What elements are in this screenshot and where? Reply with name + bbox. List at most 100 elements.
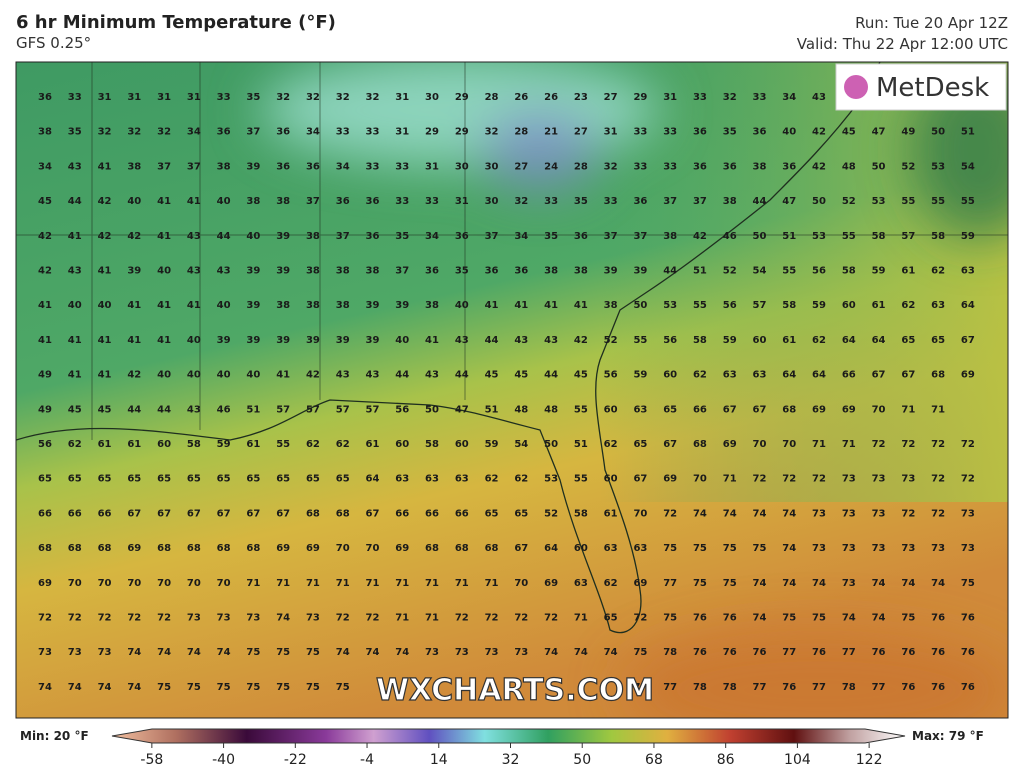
grid-value: 73 [872,474,886,485]
grid-value: 55 [901,196,915,207]
grid-value: 33 [544,196,558,207]
grid-value: 38 [574,266,588,277]
grid-value: 74 [782,578,796,589]
grid-value: 71 [812,439,826,450]
grid-value: 60 [157,439,171,450]
grid-value: 73 [455,647,469,658]
grid-value: 36 [276,161,290,172]
grid-value: 50 [812,196,826,207]
grid-value: 33 [68,92,82,103]
grid-value: 39 [633,266,647,277]
grid-value: 73 [38,647,52,658]
grid-value: 33 [753,92,767,103]
grid-value: 65 [485,508,499,519]
grid-value: 69 [663,474,677,485]
grid-value: 28 [485,92,499,103]
grid-value: 71 [336,578,350,589]
grid-value: 74 [693,508,707,519]
grid-value: 45 [485,370,499,381]
grid-value: 62 [812,335,826,346]
grid-value: 77 [633,682,647,693]
grid-value: 69 [723,439,737,450]
grid-value: 31 [157,92,171,103]
grid-value: 36 [574,231,588,242]
grid-value: 77 [812,682,826,693]
grid-value: 55 [842,231,856,242]
grid-value: 62 [693,370,707,381]
grid-value: 72 [663,508,677,519]
grid-value: 44 [68,196,82,207]
grid-value: 72 [127,613,141,624]
grid-value: 36 [366,196,380,207]
grid-value: 41 [157,335,171,346]
grid-value: 65 [663,404,677,415]
grid-value: 26 [514,92,528,103]
grid-value: 36 [693,161,707,172]
grid-value: 57 [753,300,767,311]
grid-value: 75 [961,578,975,589]
grid-value: 74 [931,578,945,589]
grid-value: 72 [961,439,975,450]
grid-value: 41 [98,335,112,346]
grid-value: 64 [872,335,886,346]
grid-value: 36 [633,196,647,207]
grid-value: 41 [98,370,112,381]
grid-value: 76 [931,682,945,693]
grid-value: 23 [574,92,588,103]
grid-value: 67 [753,404,767,415]
grid-value: 62 [931,266,945,277]
grid-value: 58 [842,266,856,277]
grid-value: 58 [425,439,439,450]
grid-value: 66 [693,404,707,415]
grid-value: 76 [723,647,737,658]
grid-value: 78 [693,682,707,693]
grid-value: 43 [812,92,826,103]
grid-value: 44 [157,404,171,415]
grid-value: 52 [901,161,915,172]
grid-value: 58 [574,508,588,519]
grid-value: 40 [782,127,796,138]
grid-value: 62 [336,439,350,450]
grid-value: 65 [336,474,350,485]
grid-value: 39 [127,266,141,277]
grid-value: 73 [425,647,439,658]
grid-value: 60 [753,335,767,346]
grid-value: 68 [187,543,201,554]
grid-value: 40 [68,300,82,311]
grid-value: 42 [306,370,320,381]
grid-value: 72 [753,474,767,485]
grid-value: 32 [723,92,737,103]
grid-value: 49 [901,127,915,138]
grid-value: 35 [723,127,737,138]
map-frame [15,61,1009,719]
grid-value: 73 [842,578,856,589]
grid-value: 41 [68,335,82,346]
grid-value: 71 [842,439,856,450]
grid-value: 38 [425,300,439,311]
grid-value: 73 [961,508,975,519]
grid-value: 36 [336,196,350,207]
grid-value: 77 [663,682,677,693]
grid-value: 38 [306,300,320,311]
grid-value: 69 [961,370,975,381]
grid-value: 72 [366,613,380,624]
grid-value: 75 [693,578,707,589]
grid-value: 75 [723,578,737,589]
grid-value: 78 [842,682,856,693]
grid-value: 59 [217,439,231,450]
grid-value: 72 [633,613,647,624]
grid-value: 73 [514,647,528,658]
grid-value: 65 [514,508,528,519]
grid-value: 33 [366,127,380,138]
grid-value: 63 [931,300,945,311]
colorbar-tick-label: -58 [140,752,163,768]
grid-value: 33 [663,161,677,172]
grid-value: 75 [663,543,677,554]
grid-value: 65 [276,474,290,485]
grid-value: 59 [812,300,826,311]
grid-value: 61 [127,439,141,450]
grid-value: 70 [514,578,528,589]
grid-value: 48 [842,161,856,172]
grid-value: 37 [395,266,409,277]
